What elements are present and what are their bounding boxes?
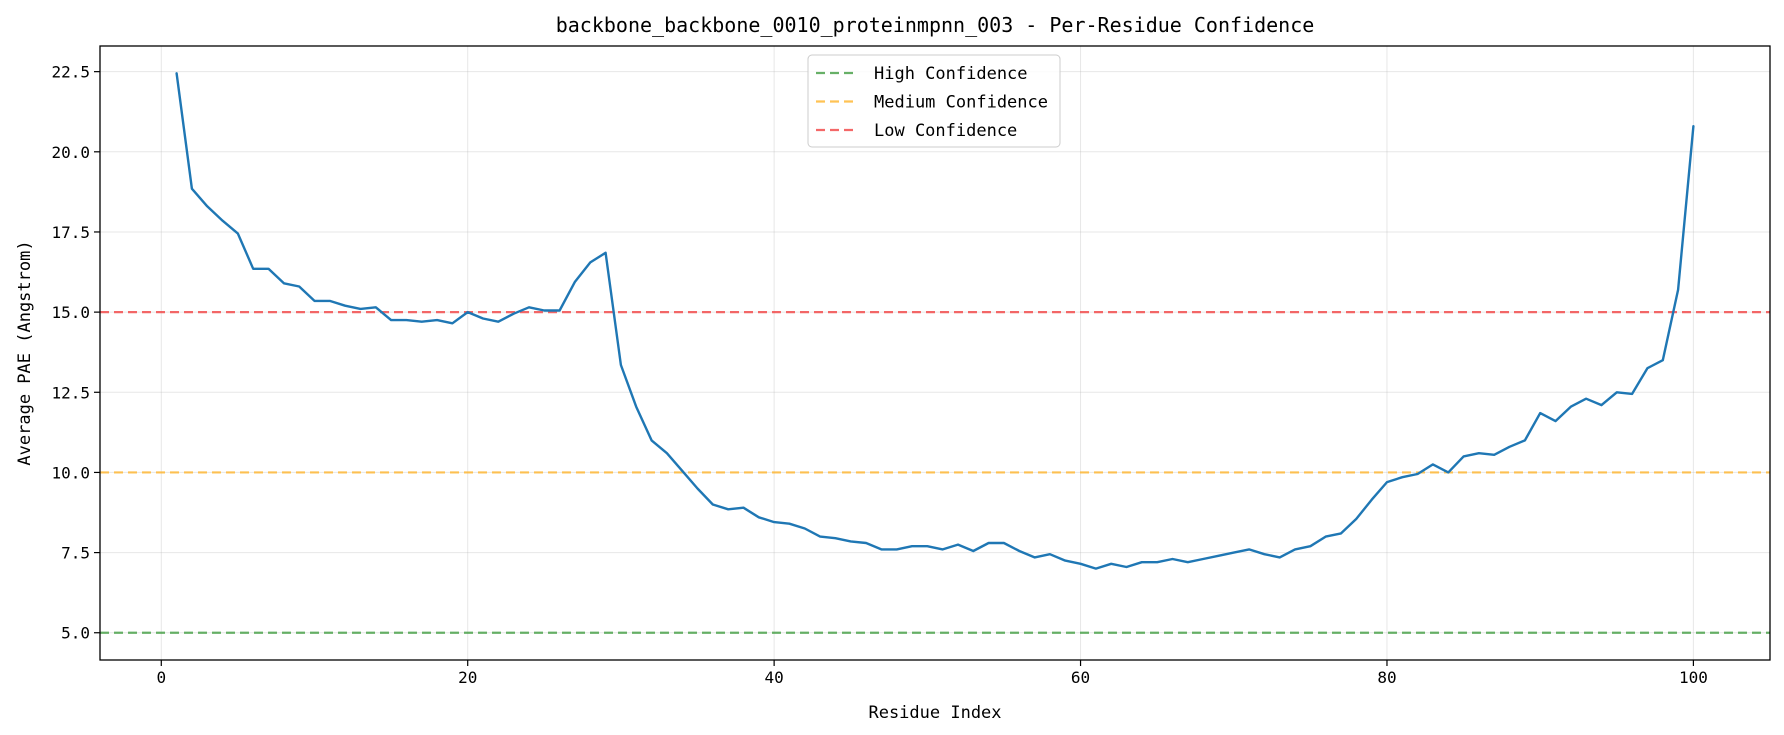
x-axis-ticks: 0 20 40 60 80 100: [156, 660, 1708, 687]
y-tick-label: 17.5: [51, 223, 90, 242]
x-tick-label: 0: [156, 668, 166, 687]
y-axis-label: Average PAE (Angstrom): [15, 240, 35, 465]
y-tick-label: 15.0: [51, 303, 90, 322]
legend-label: Low Confidence: [874, 121, 1017, 141]
x-tick-label: 20: [458, 668, 477, 687]
series-layer: [175, 72, 1695, 570]
y-tick-label: 7.5: [61, 544, 90, 563]
y-tick-label: 12.5: [51, 383, 90, 402]
x-tick-label: 100: [1679, 668, 1708, 687]
y-tick-label: 20.0: [51, 143, 90, 162]
y-tick-label: 5.0: [61, 624, 90, 643]
y-tick-label: 22.5: [51, 63, 90, 82]
legend-label: High Confidence: [874, 64, 1028, 84]
x-tick-label: 60: [1071, 668, 1090, 687]
x-axis-label: Residue Index: [868, 703, 1001, 723]
legend: High Confidence Medium Confidence Low Conf…: [807, 54, 1061, 148]
x-tick-label: 40: [764, 668, 783, 687]
y-tick-label: 10.0: [51, 463, 90, 482]
chart-title: backbone_backbone_0010_proteinmpnn_003 -…: [556, 13, 1315, 37]
y-axis-ticks: 5.0 7.5 10.0 12.5 15.0 17.5 20.0 22.5: [51, 63, 100, 643]
legend-label: Medium Confidence: [874, 93, 1048, 113]
plot-frame: [99, 45, 1771, 661]
reference-lines: [100, 311, 1770, 634]
legend-box: [807, 54, 1061, 148]
x-tick-label: 80: [1377, 668, 1396, 687]
pae-line: [175, 72, 1695, 570]
